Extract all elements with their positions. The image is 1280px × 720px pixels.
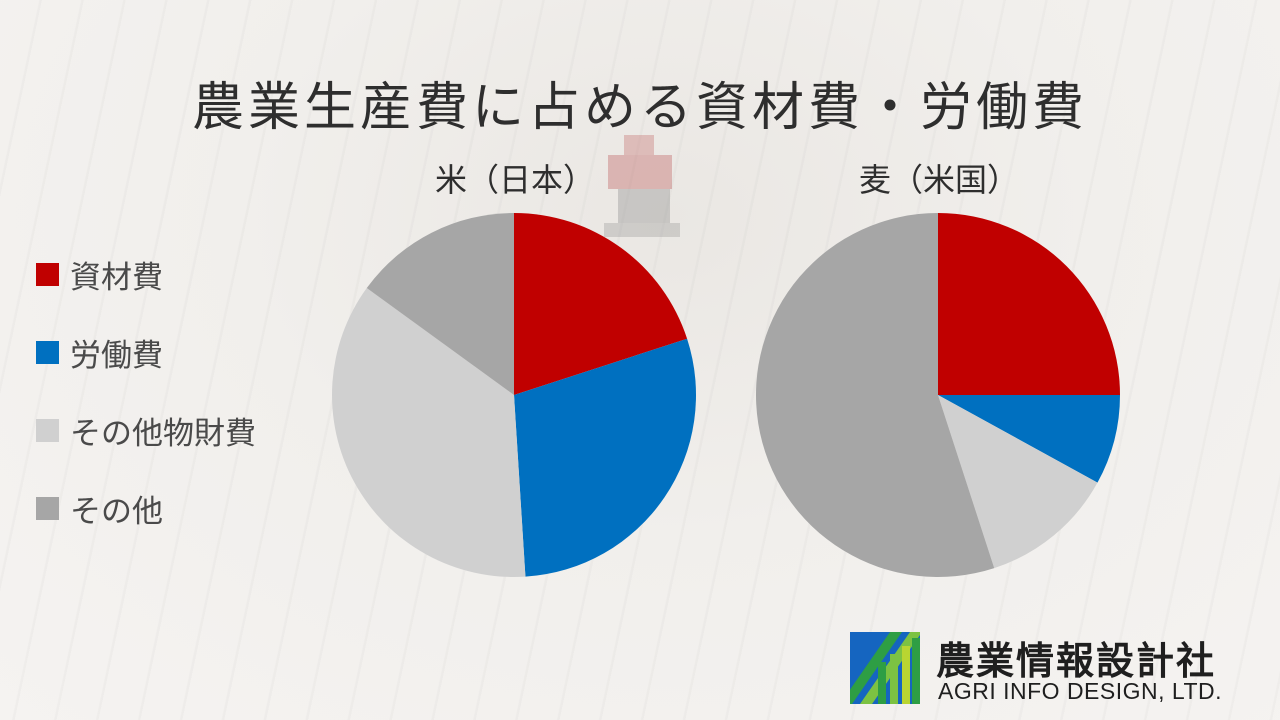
pie-slice-other-goods bbox=[938, 395, 1098, 569]
legend-swatch-labor bbox=[36, 340, 59, 364]
pie-slice-other bbox=[366, 213, 514, 395]
legend-item-other: その他 bbox=[36, 489, 256, 530]
pie-slice-other-goods bbox=[332, 288, 526, 577]
pie-chart-rice-japan bbox=[332, 213, 696, 577]
legend-item-other-goods: その他物財費 bbox=[36, 411, 256, 452]
logo-name-japanese: 農業情報設計社 bbox=[936, 639, 1217, 683]
legend-label-other: その他 bbox=[70, 493, 163, 530]
pie-slice-materials bbox=[938, 213, 1120, 395]
legend-swatch-other bbox=[36, 496, 59, 520]
legend-label-labor: 労働費 bbox=[70, 337, 163, 374]
legend-label-other-goods: その他物財費 bbox=[70, 415, 256, 452]
logo-name-english: AGRI INFO DESIGN, LTD. bbox=[938, 678, 1223, 704]
chart-title-wheat-usa: 麦（米国） bbox=[858, 161, 1019, 199]
pie-slice-labor bbox=[938, 395, 1120, 483]
page-title: 農業生産費に占める資材費・労働費 bbox=[191, 77, 1088, 138]
pie-slice-other bbox=[756, 213, 995, 577]
legend-label-materials: 資材費 bbox=[70, 259, 163, 296]
chart-legend: 資材費 労働費 その他物財費 その他 bbox=[36, 255, 256, 567]
company-logo: 農業情報設計社 AGRI INFO DESIGN, LTD. bbox=[850, 630, 1250, 708]
pie-chart-wheat-usa bbox=[756, 213, 1120, 577]
legend-item-labor: 労働費 bbox=[36, 333, 256, 374]
pie-slice-labor bbox=[514, 338, 696, 577]
chart-title-rice-japan: 米（日本） bbox=[434, 161, 595, 199]
legend-swatch-other-goods bbox=[36, 418, 59, 442]
tractor-image bbox=[604, 135, 680, 237]
pie-slice-materials bbox=[514, 213, 688, 395]
logo-mark-icon bbox=[850, 632, 920, 704]
legend-item-materials: 資材費 bbox=[36, 255, 256, 296]
legend-swatch-materials bbox=[36, 262, 59, 286]
